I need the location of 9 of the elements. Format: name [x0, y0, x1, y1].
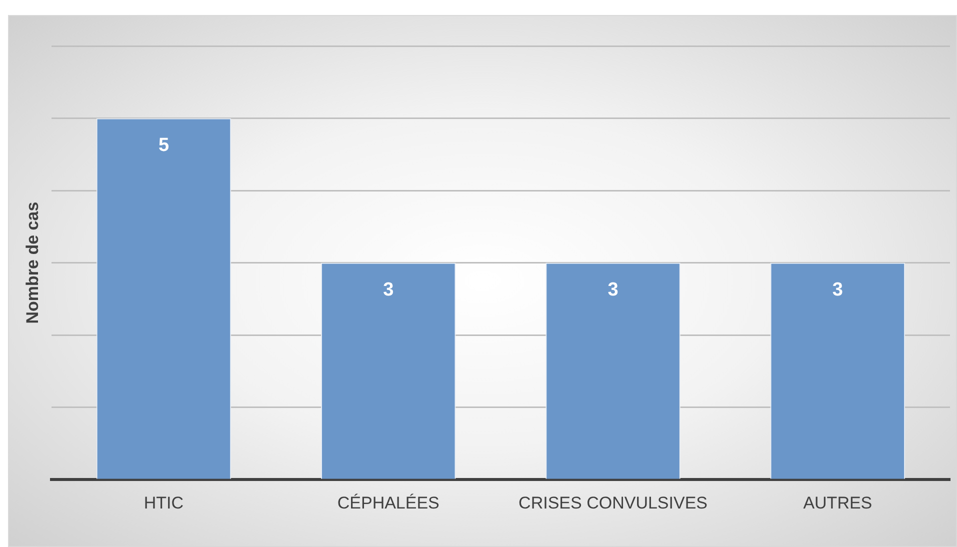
- data-label: 3: [608, 280, 618, 301]
- x-tick-label: AUTRES: [803, 493, 872, 512]
- data-label: 3: [383, 280, 394, 301]
- x-tick-label: HTIC: [144, 493, 184, 512]
- x-tick-label: CÉPHALÉES: [337, 493, 440, 512]
- data-label: 5: [158, 135, 170, 156]
- y-axis-title: Nombre de cas: [22, 202, 42, 324]
- x-tick-label: CRISES CONVULSIVES: [518, 493, 708, 512]
- data-label: 3: [832, 280, 843, 301]
